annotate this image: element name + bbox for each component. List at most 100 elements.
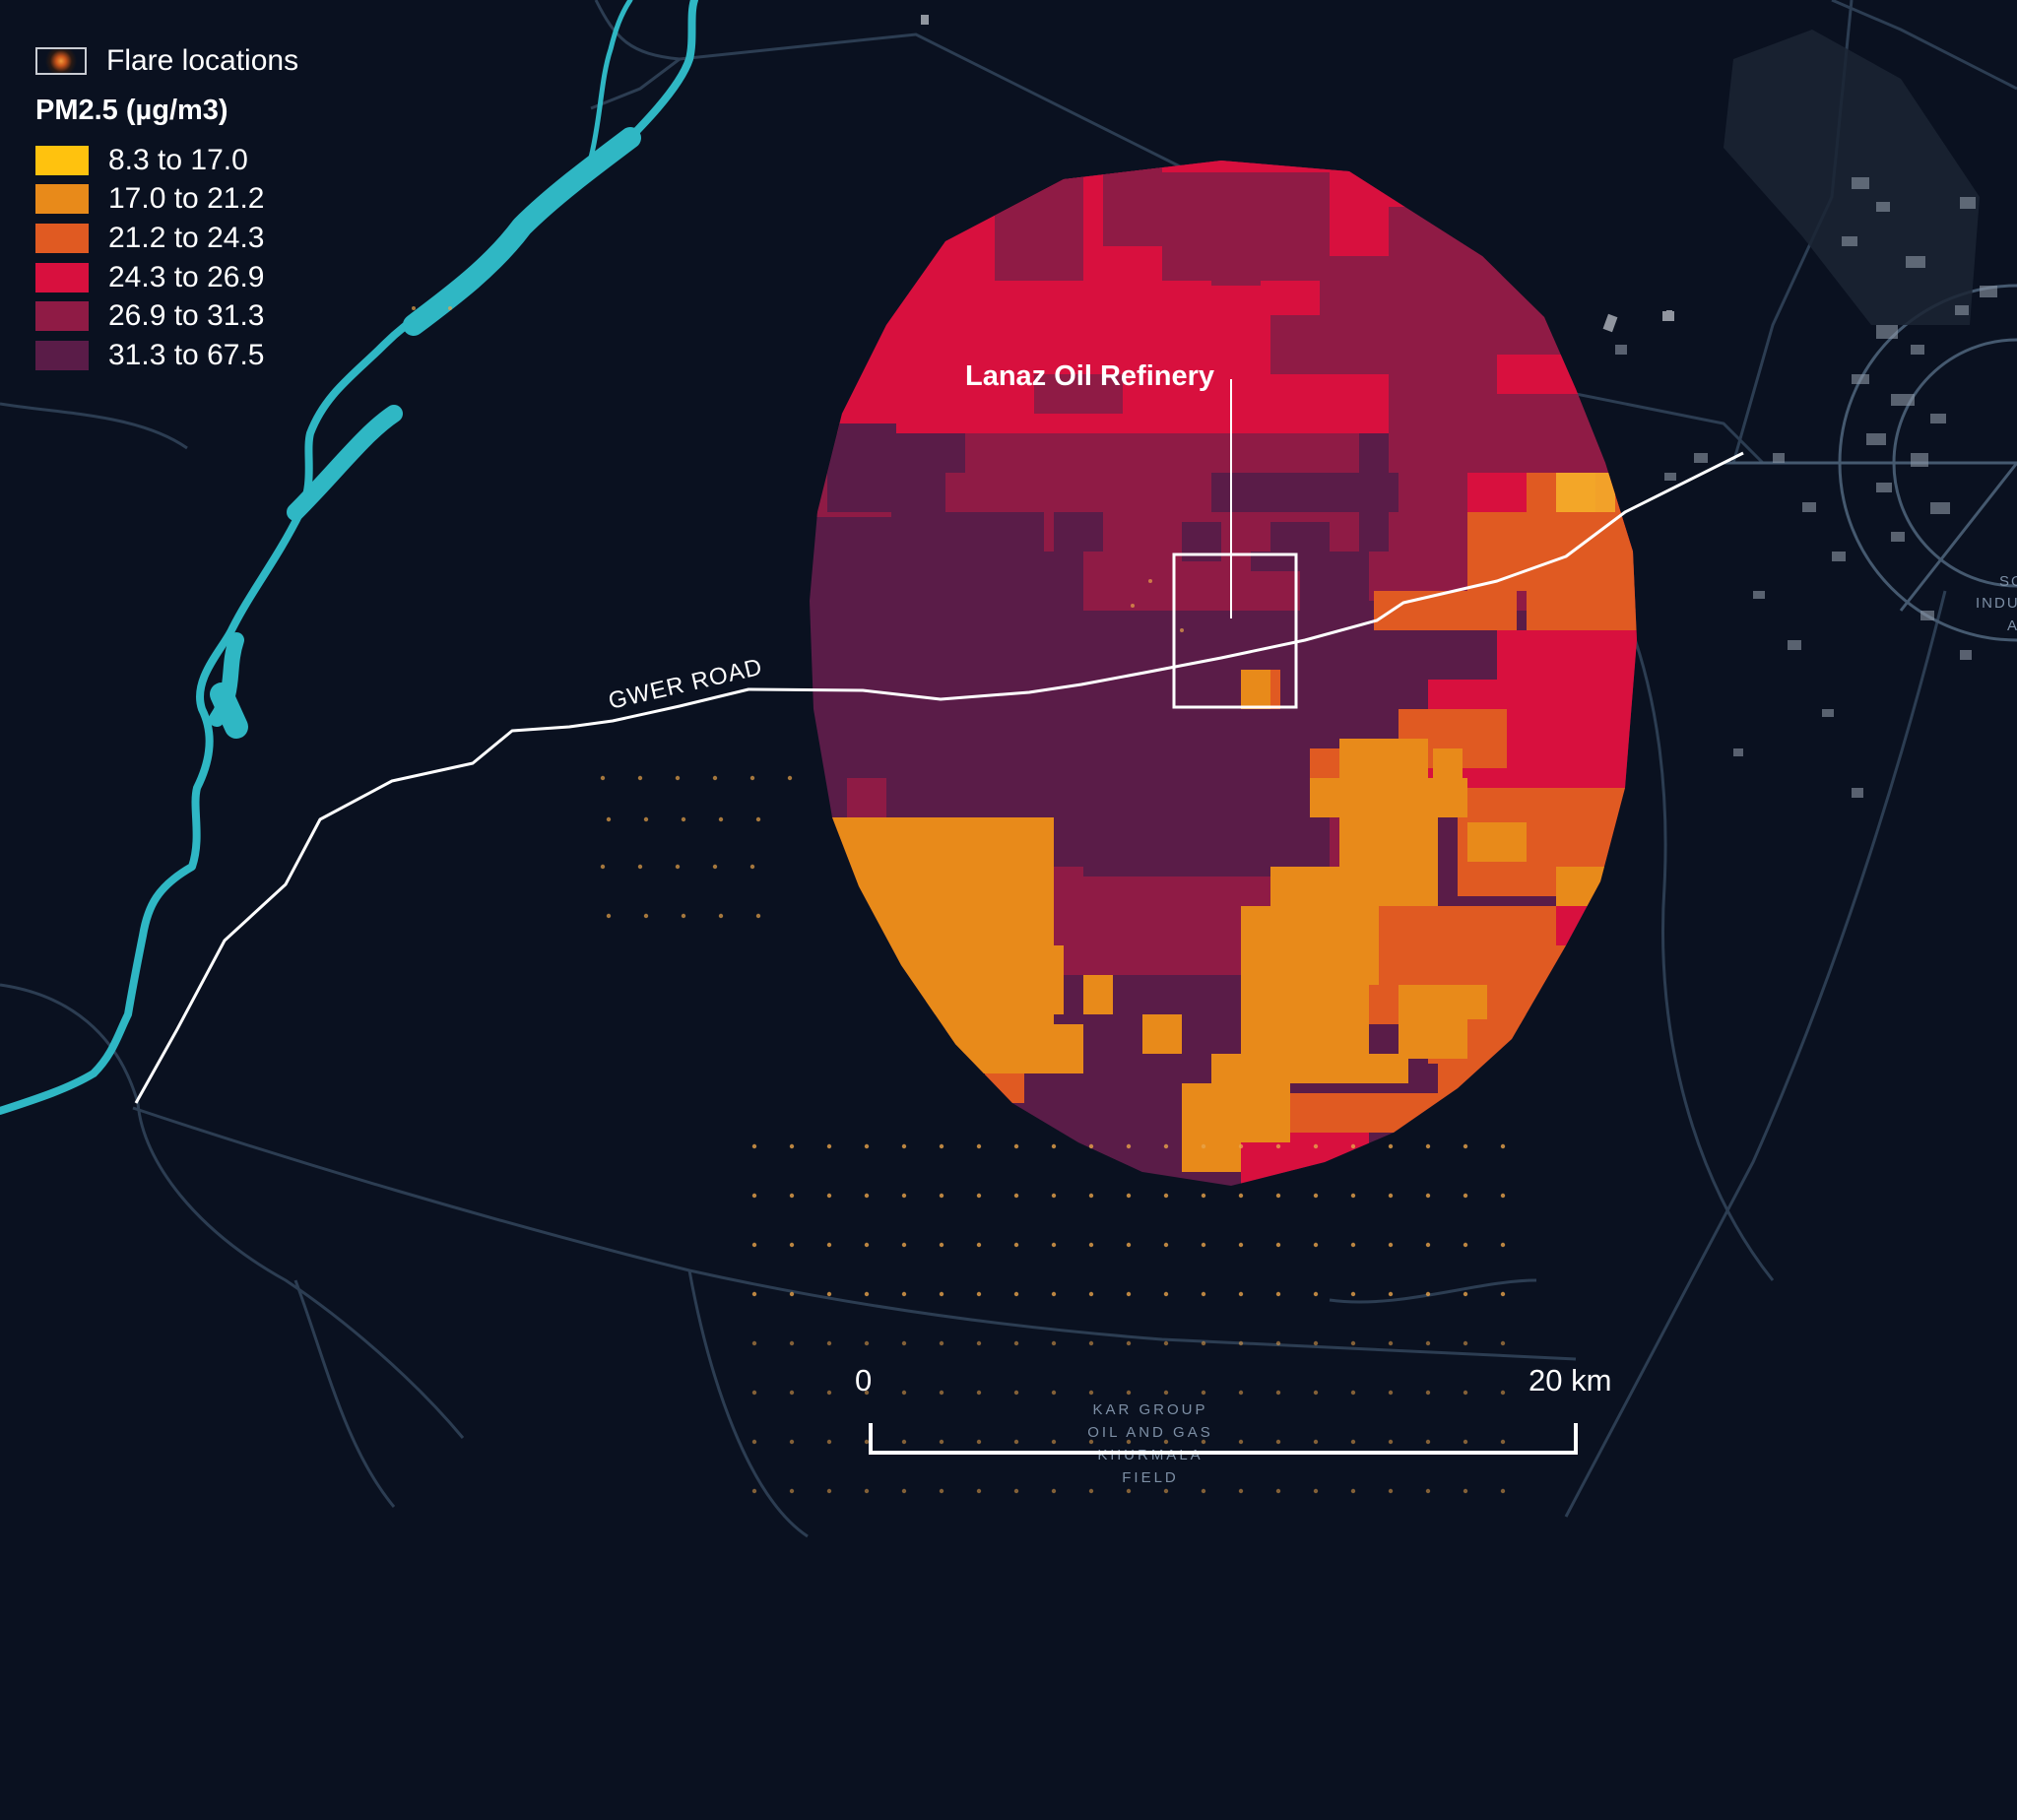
flare-dot xyxy=(789,1193,795,1199)
flare-swatch xyxy=(35,47,87,75)
flare-dot xyxy=(1500,1143,1506,1149)
flare-dot xyxy=(976,1340,982,1346)
flare-dot xyxy=(826,1439,832,1445)
oil-field-label: KAR GROUP OIL AND GAS KHURMALA FIELD xyxy=(1087,1401,1209,1486)
flare-dot xyxy=(826,1193,832,1199)
flare-dot xyxy=(1388,1193,1394,1199)
flare-dot xyxy=(901,1340,907,1346)
flare-dot xyxy=(789,1439,795,1445)
flare-dot xyxy=(1388,1488,1394,1494)
flare-dot xyxy=(681,913,686,919)
flare-dot xyxy=(939,1143,944,1149)
flare-dot xyxy=(787,775,793,781)
pm-legend-label: 17.0 to 21.2 xyxy=(108,182,265,216)
field-line-3: KHURMALA xyxy=(1097,1447,1203,1463)
pm-legend-classes: 8.3 to 17.0 17.0 to 21.2 21.2 to 24.3 24.3 … xyxy=(35,141,298,375)
flare-dot xyxy=(1148,579,1152,583)
flare-dot xyxy=(1463,1242,1468,1248)
flare-dot xyxy=(1088,1193,1094,1199)
flare-dot xyxy=(1463,1390,1468,1396)
flare-dot xyxy=(1201,1242,1206,1248)
flare-dot xyxy=(1163,1439,1169,1445)
field-line-1: KAR GROUP xyxy=(1092,1401,1207,1418)
flare-dot xyxy=(1275,1143,1281,1149)
pm-legend-swatch xyxy=(35,184,89,215)
flare-dot xyxy=(976,1390,982,1396)
city-blocks xyxy=(1615,177,1997,798)
scale-bar-line xyxy=(869,1423,1578,1455)
flare-dot xyxy=(1313,1242,1319,1248)
flare-dot xyxy=(1313,1390,1319,1396)
pm-legend-row: 21.2 to 24.3 xyxy=(35,219,298,258)
flare-dot xyxy=(675,775,681,781)
flare-dot xyxy=(1088,1340,1094,1346)
field-line-4: FIELD xyxy=(1122,1469,1179,1486)
flare-dot xyxy=(1013,1242,1019,1248)
flare-dot xyxy=(826,1291,832,1297)
flare-legend-label: Flare locations xyxy=(106,44,299,77)
flare-dot xyxy=(1500,1242,1506,1248)
flare-dot xyxy=(1388,1242,1394,1248)
flare-dot xyxy=(1388,1291,1394,1297)
flare-dot xyxy=(751,1193,757,1199)
flare-dot xyxy=(1350,1242,1356,1248)
flare-dot xyxy=(1051,1340,1057,1346)
flare-dot xyxy=(751,1242,757,1248)
flare-dot xyxy=(1275,1439,1281,1445)
flare-dot xyxy=(939,1390,944,1396)
scale-end-label: 20 km xyxy=(1529,1363,1611,1398)
pm-legend-label: 8.3 to 17.0 xyxy=(108,143,248,176)
flare-dot xyxy=(939,1291,944,1297)
flare-dot xyxy=(1425,1439,1431,1445)
flare-dot xyxy=(448,306,452,310)
flare-dot xyxy=(789,1242,795,1248)
flare-dot xyxy=(826,1143,832,1149)
flare-dot xyxy=(1350,1193,1356,1199)
flare-dot xyxy=(1238,1193,1244,1199)
pm-legend-swatch xyxy=(35,262,89,292)
flare-dot xyxy=(1013,1390,1019,1396)
flare-dot xyxy=(1275,1488,1281,1494)
flare-dot xyxy=(976,1193,982,1199)
flare-dot xyxy=(901,1439,907,1445)
flare-dot xyxy=(1051,1439,1057,1445)
flare-dot xyxy=(1425,1488,1431,1494)
flare-dot xyxy=(1500,1390,1506,1396)
flare-dot xyxy=(1051,1390,1057,1396)
flare-dot xyxy=(600,864,606,870)
pm-legend-title: PM2.5 (µg/m3) xyxy=(35,95,228,126)
flare-dot xyxy=(751,1390,757,1396)
flare-dot xyxy=(1388,1340,1394,1346)
flare-dot xyxy=(718,816,724,822)
flare-dot xyxy=(1163,1143,1169,1149)
flare-dot xyxy=(1275,1242,1281,1248)
flare-dot xyxy=(1275,1340,1281,1346)
flare-dot xyxy=(749,864,755,870)
flare-dot xyxy=(1088,1242,1094,1248)
flare-dot xyxy=(864,1390,870,1396)
flare-dot xyxy=(1275,1193,1281,1199)
flare-dot xyxy=(789,1488,795,1494)
flare-dot xyxy=(1463,1143,1468,1149)
flare-dot xyxy=(1126,1390,1132,1396)
flare-dot xyxy=(976,1291,982,1297)
flare-dot xyxy=(1051,1488,1057,1494)
pm-legend-label: 24.3 to 26.9 xyxy=(108,260,265,293)
pm-legend-row: 17.0 to 21.2 xyxy=(35,180,298,220)
pm-legend-swatch xyxy=(35,145,89,175)
flare-dot xyxy=(1051,1242,1057,1248)
flare-dot xyxy=(1163,1193,1169,1199)
flare-dot xyxy=(901,1390,907,1396)
flare-dot xyxy=(675,864,681,870)
flare-dot xyxy=(1051,1193,1057,1199)
flare-dot xyxy=(1088,1390,1094,1396)
flare-dot xyxy=(1313,1439,1319,1445)
flare-dot xyxy=(789,1291,795,1297)
flare-dot xyxy=(749,775,755,781)
flare-dot xyxy=(1313,1291,1319,1297)
flare-locations xyxy=(412,306,1506,1494)
flare-dot xyxy=(1425,1291,1431,1297)
flare-dot xyxy=(901,1291,907,1297)
flare-dot xyxy=(864,1439,870,1445)
flare-dot xyxy=(1163,1242,1169,1248)
